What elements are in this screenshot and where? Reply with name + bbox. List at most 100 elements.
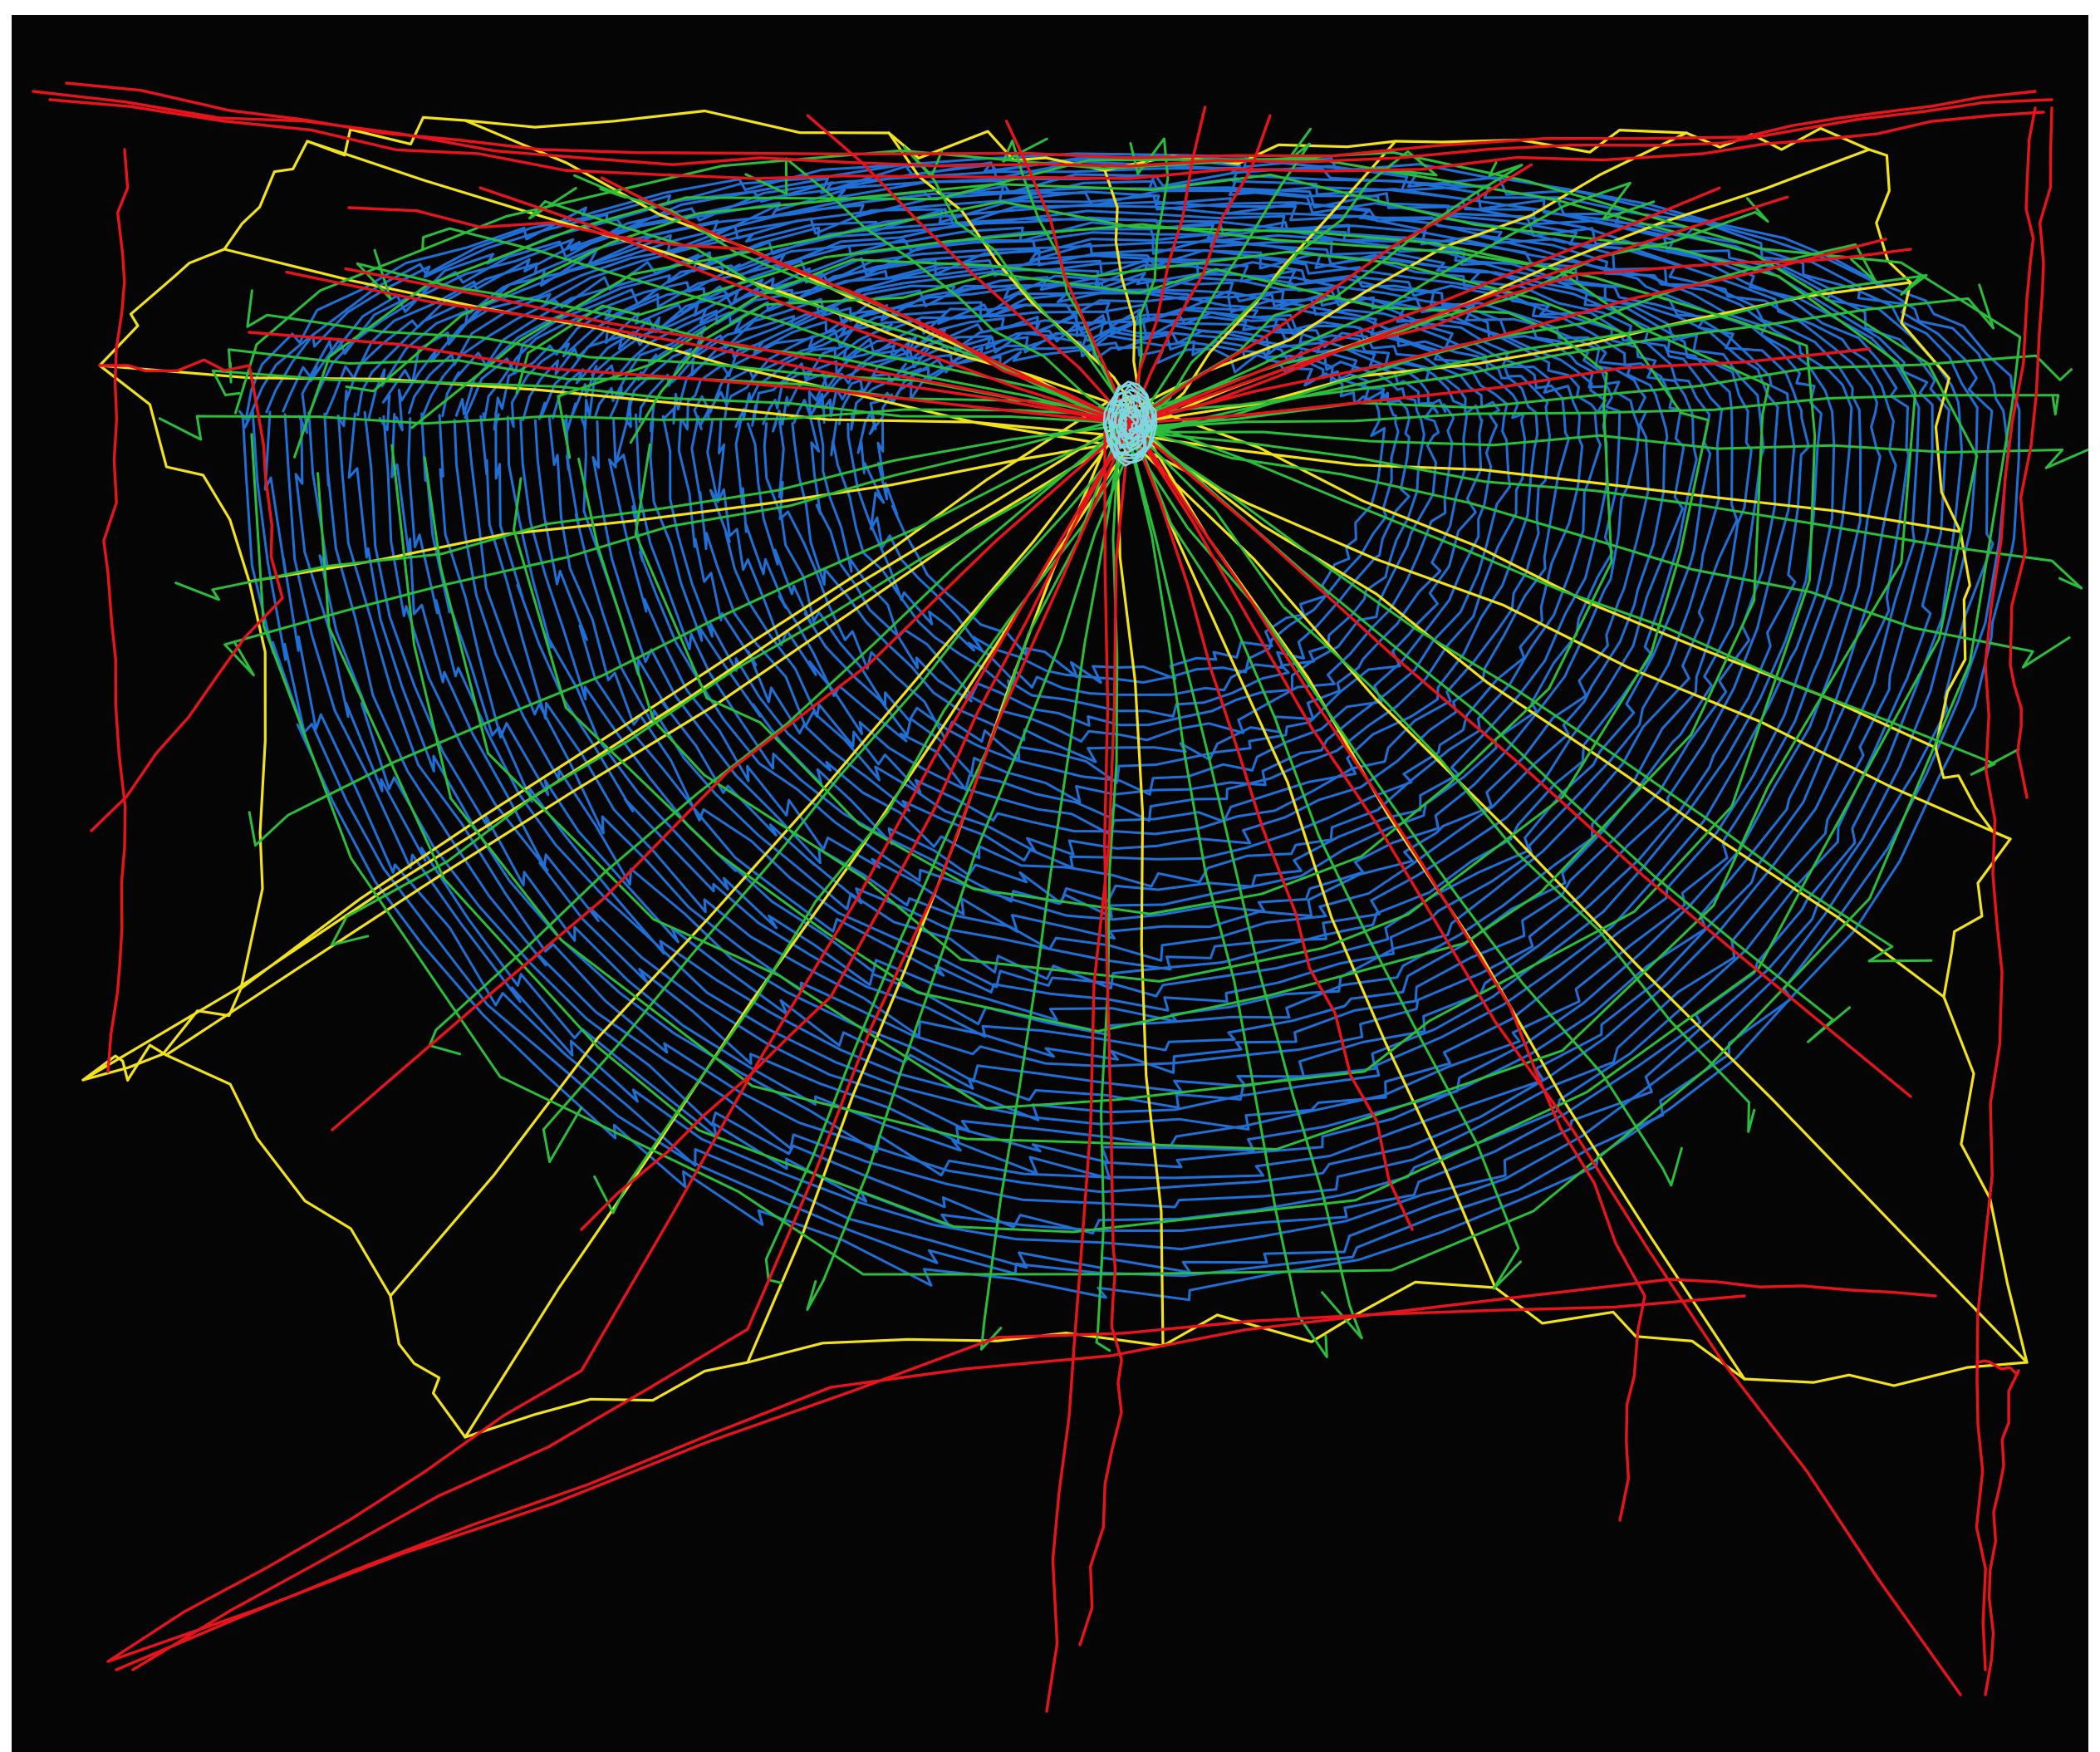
auxiliary-frame [81,1043,168,1082]
radial-thread [1119,422,2071,669]
frame-radial [1128,106,1207,425]
capture-spiral-ring [868,346,1386,685]
auxiliary-frame [464,109,891,135]
radial-thread [158,408,1135,441]
capture-spiral-ring [563,248,1698,990]
frame-thread [1128,422,1962,1696]
capture-spiral-ring [438,209,1823,1109]
radial-thread [248,425,1127,847]
auxiliary-frame [1494,1286,1746,1381]
frame-thread [1078,430,1123,1646]
frame-thread [1975,1359,2020,1696]
capture-spiral-ring [660,277,1602,888]
radial-thread [1135,430,1756,1133]
web-figure [12,15,2088,1752]
frame-thread [248,331,1131,425]
frame-radial [1128,163,1533,425]
radial-thread [1132,127,1312,432]
frame-thread [1128,422,1912,1098]
frame-thread [1136,430,1646,1522]
auxiliary-frame [464,1361,749,1439]
web-trajectory-plot [32,81,2088,1713]
radial-scaffold [345,173,1917,1151]
radial-thread [1134,430,1933,963]
capture-spiral-ring [453,217,1810,1093]
radial-thread [211,369,1132,425]
frame-thread [580,422,1131,1231]
frame-radial [1004,120,1131,425]
hub-trace [1123,413,1139,435]
radial-thread [1122,181,1656,426]
radial-scaffold [513,223,1770,1033]
capture-spiral-ring [506,231,1753,1037]
frame-thread [131,422,1131,1671]
capture-spiral-ring [378,190,1882,1164]
capture-spiral-ring [307,170,1950,1235]
auxiliary-thread [1122,410,1497,1289]
radial-thread [1129,137,1170,418]
radial-thread [903,145,1141,429]
frame-thread [115,1278,1937,1671]
frame-radial [1128,186,1721,425]
hub-trace [1102,380,1158,467]
radial-thread [223,418,1124,677]
auxiliary-frame [389,1294,467,1439]
auxiliary-thread [248,436,1150,583]
auxiliary-frame [1942,837,2012,999]
auxiliary-frame [239,580,267,990]
frame-thread [90,358,284,832]
radial-thread [1121,428,1683,1187]
frame-thread [106,422,1131,1663]
frame-radial [806,114,1131,425]
radial-thread [428,417,1132,1056]
auxiliary-thread [223,248,1107,446]
radial-scaffold [557,250,1710,983]
radial-scaffold [629,267,1613,915]
capture-spiral-ring [282,160,1979,1251]
auxiliary-frame [81,987,243,1082]
capture-spiral-ring [817,326,1440,727]
capture-spiral-ring [699,292,1551,836]
capture-spiral-ring [238,152,2021,1302]
capture-spiral-ring [336,179,1921,1194]
hub-trace [1120,411,1140,438]
auxiliary-frame [98,248,226,367]
frame-thread [102,148,130,1073]
frame-thread [1045,422,1131,1713]
frame-thread [65,81,2037,159]
frame-thread [2009,106,2053,799]
auxiliary-frame [306,115,467,157]
capture-spiral-ring [856,341,1400,684]
radial-thread [228,348,1140,418]
capture-spiral-ring [580,254,1685,971]
auxiliary-frame [1743,1361,2029,1387]
radial-thread [744,157,1128,425]
auxiliary-frame [1161,1280,1497,1347]
auxiliary-frame [164,1053,392,1298]
frame-radial [344,267,1131,425]
capture-spiral-ring [533,240,1724,1012]
radial-thread [1122,394,2060,431]
auxiliary-thread [1120,430,2029,1364]
radial-scaffold [293,158,1979,1234]
auxiliary-frame [1900,281,1962,533]
radial-thread [764,432,1119,1284]
radial-thread [1131,430,2083,590]
radial-thread [174,425,1121,601]
frame-radial [600,176,1131,425]
frame-radial [1128,195,1789,425]
frame-thread [1975,106,2037,1671]
radial-thread [1124,424,1328,1358]
auxiliary-frame [98,364,251,583]
auxiliary-thread [389,410,1136,1298]
auxiliary-thread [1115,420,1165,1347]
radial-thread [806,420,1143,1311]
auxiliary-thread [98,364,1126,438]
auxiliary-frame [1685,126,1871,151]
frame-radial [1128,114,1272,425]
auxiliary-thread [1151,439,1945,999]
frame-threads-layer [32,81,2053,1713]
radial-thread [356,248,1126,423]
capture-spiral-ring [263,155,1995,1274]
frame-thread [1128,347,1871,425]
